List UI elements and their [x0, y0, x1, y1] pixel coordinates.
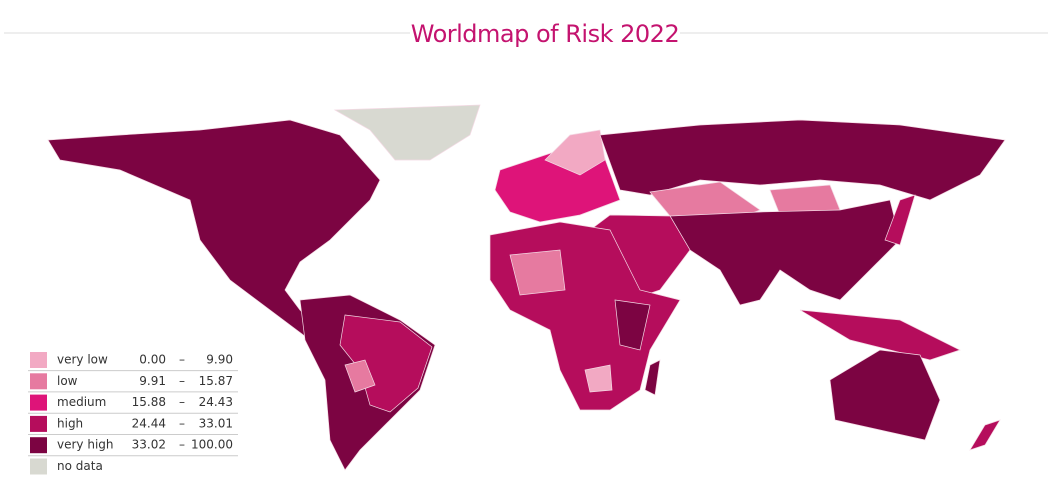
legend-label: very high	[57, 438, 114, 452]
legend-swatch	[30, 394, 47, 411]
bolivia	[344, 359, 376, 393]
legend-label: very low	[57, 353, 108, 367]
brazil	[339, 314, 433, 413]
legend-max: 9.90	[206, 353, 233, 367]
legend-separator: –	[179, 438, 185, 452]
legend-min: 0.00	[139, 353, 166, 367]
new-zealand	[969, 419, 1001, 451]
southeast-asia	[799, 309, 961, 361]
australia	[829, 349, 941, 441]
legend-label: low	[57, 374, 78, 388]
southern-africa	[584, 364, 613, 393]
east-africa	[614, 299, 651, 351]
legend-separator: –	[179, 374, 185, 388]
west-africa	[509, 249, 566, 296]
legend-swatch	[30, 458, 47, 475]
world-map	[47, 104, 1006, 471]
legend-label: high	[57, 416, 83, 430]
legend-max: 15.87	[199, 374, 233, 388]
legend-min: 33.02	[132, 438, 166, 452]
legend-min: 24.44	[132, 416, 166, 430]
legend-separator: –	[179, 416, 185, 430]
legend-max: 33.01	[199, 416, 233, 430]
legend-swatch	[30, 352, 47, 368]
legend-max: 100.00	[191, 438, 233, 452]
greenland	[333, 104, 481, 161]
legend-separator: –	[179, 353, 185, 367]
legend-swatch	[30, 437, 47, 454]
legend-swatch	[30, 415, 47, 432]
north-america	[47, 119, 381, 341]
madagascar	[644, 359, 661, 396]
legend-max: 24.43	[199, 395, 233, 409]
scandinavia	[544, 129, 606, 176]
title-backdrop	[410, 18, 680, 50]
legend-min: 9.91	[139, 374, 166, 388]
asia	[669, 199, 901, 306]
legend-swatch	[30, 373, 47, 390]
title: Worldmap of Risk 2022	[411, 20, 679, 48]
legend-separator: –	[179, 395, 185, 409]
legend-label: no data	[57, 459, 103, 473]
legend-label: medium	[57, 395, 106, 409]
japan	[884, 194, 916, 246]
legend-min: 15.88	[132, 395, 166, 409]
